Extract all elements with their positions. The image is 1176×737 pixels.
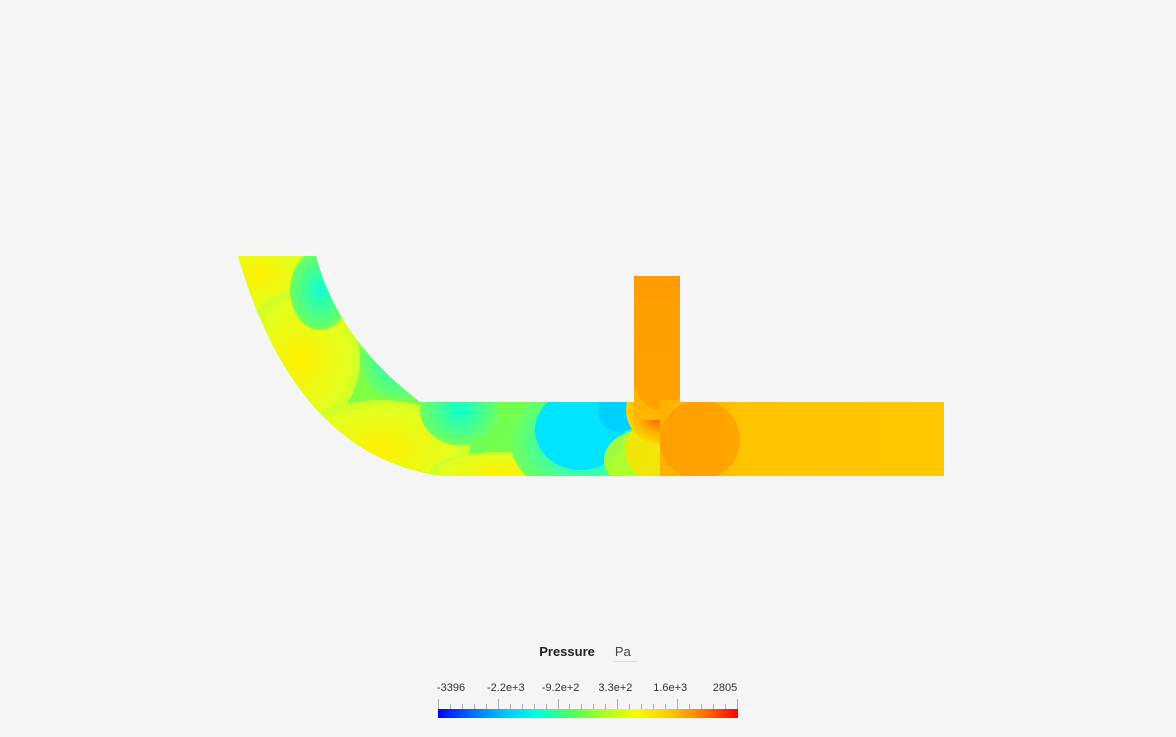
legend-tick	[438, 699, 439, 709]
legend-unit[interactable]: Pa	[613, 644, 637, 662]
legend-tick-label: -3396	[428, 682, 474, 694]
legend-tick	[677, 699, 678, 709]
legend-minor-ticks	[438, 698, 738, 709]
cfd-contour-plot	[0, 0, 1176, 732]
legend-gradient-bar	[438, 709, 738, 718]
legend-tick	[617, 699, 618, 709]
legend-tick-label: -2.2e+3	[483, 682, 529, 694]
legend-tick-label: 2805	[702, 682, 748, 694]
legend-tick-label: -9.2e+2	[538, 682, 584, 694]
legend-tick	[558, 699, 559, 709]
legend-tick-label: 3.3e+2	[592, 682, 638, 694]
contour-svg	[0, 0, 1176, 732]
contour-field	[210, 235, 950, 500]
legend-tick-labels: -3396 -2.2e+3 -9.2e+2 3.3e+2 1.6e+3 2805	[428, 682, 748, 694]
legend-bar	[438, 698, 738, 718]
color-legend: Pressure Pa -3396 -2.2e+3 -9.2e+2 3.3e+2 1.6…	[428, 644, 748, 718]
legend-variable-name: Pressure	[539, 644, 595, 659]
legend-tick-label: 1.6e+3	[647, 682, 693, 694]
legend-title-row: Pressure Pa	[539, 644, 637, 662]
legend-tick	[498, 699, 499, 709]
legend-tick	[737, 699, 738, 709]
